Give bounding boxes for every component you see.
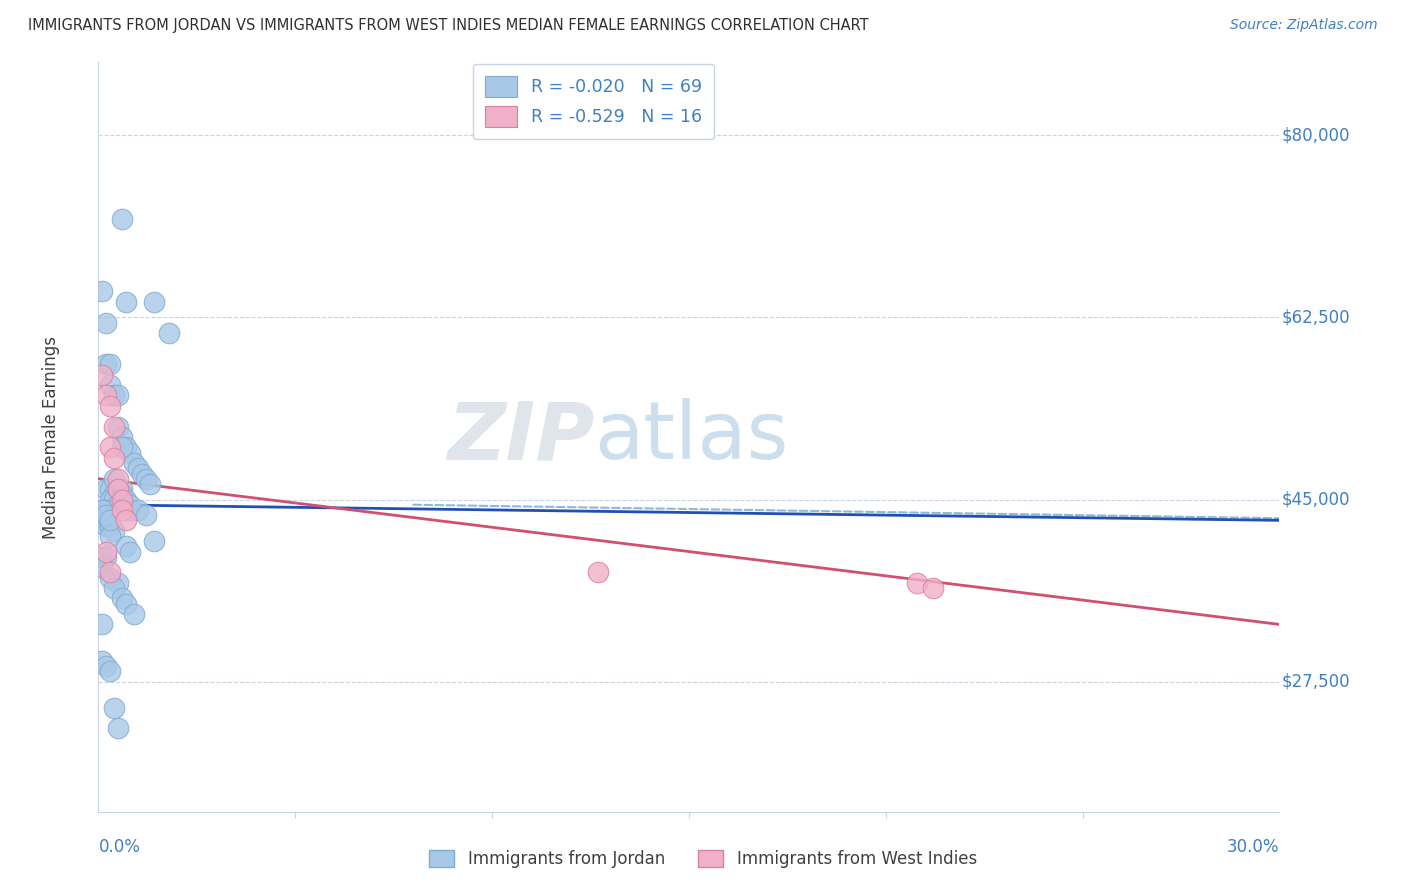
Text: IMMIGRANTS FROM JORDAN VS IMMIGRANTS FROM WEST INDIES MEDIAN FEMALE EARNINGS COR: IMMIGRANTS FROM JORDAN VS IMMIGRANTS FRO… — [28, 18, 869, 33]
Point — [118, 544, 141, 558]
Point — [91, 285, 114, 299]
Text: 0.0%: 0.0% — [98, 838, 141, 855]
Point — [111, 492, 134, 507]
Point — [103, 419, 125, 434]
Point — [98, 492, 121, 507]
Point — [103, 487, 125, 501]
Point — [588, 566, 610, 580]
Point — [111, 441, 134, 455]
Point — [131, 467, 153, 481]
Point — [96, 659, 118, 673]
Point — [96, 482, 118, 496]
Point — [98, 566, 121, 580]
Point — [98, 664, 121, 679]
Point — [142, 534, 165, 549]
Point — [103, 388, 125, 402]
Point — [107, 388, 129, 402]
Text: $80,000: $80,000 — [1282, 127, 1350, 145]
Point — [107, 482, 129, 496]
Point — [111, 430, 134, 444]
Point — [122, 607, 145, 621]
Point — [107, 487, 129, 501]
Point — [103, 524, 125, 538]
Point — [103, 700, 125, 714]
Text: Median Female Earnings: Median Female Earnings — [42, 335, 60, 539]
Point — [91, 560, 114, 574]
Text: $45,000: $45,000 — [1282, 491, 1350, 508]
Point — [96, 503, 118, 517]
Point — [115, 539, 138, 553]
Point — [91, 617, 114, 632]
Point — [98, 513, 121, 527]
Point — [118, 503, 141, 517]
Point — [135, 508, 157, 523]
Point — [118, 445, 141, 460]
Point — [111, 498, 134, 512]
Point — [111, 591, 134, 606]
Point — [122, 456, 145, 470]
Point — [107, 575, 129, 590]
Point — [96, 544, 118, 558]
Point — [115, 294, 138, 309]
Point — [127, 461, 149, 475]
Point — [98, 513, 121, 527]
Point — [127, 503, 149, 517]
Point — [98, 378, 121, 392]
Text: 30.0%: 30.0% — [1227, 838, 1279, 855]
Point — [157, 326, 180, 340]
Point — [115, 513, 138, 527]
Point — [107, 472, 129, 486]
Point — [138, 476, 160, 491]
Point — [103, 492, 125, 507]
Point — [135, 472, 157, 486]
Point — [115, 492, 138, 507]
Point — [91, 503, 114, 517]
Point — [96, 357, 118, 371]
Point — [98, 399, 121, 413]
Point — [91, 508, 114, 523]
Point — [96, 513, 118, 527]
Point — [111, 482, 134, 496]
Point — [91, 654, 114, 668]
Point — [107, 482, 129, 496]
Point — [103, 450, 125, 465]
Point — [91, 368, 114, 382]
Point — [96, 549, 118, 564]
Point — [91, 513, 114, 527]
Point — [91, 549, 114, 564]
Point — [98, 357, 121, 371]
Point — [98, 529, 121, 543]
Point — [115, 441, 138, 455]
Point — [96, 316, 118, 330]
Point — [96, 518, 118, 533]
Point — [103, 581, 125, 595]
Text: Source: ZipAtlas.com: Source: ZipAtlas.com — [1230, 18, 1378, 32]
Point — [922, 581, 945, 595]
Point — [98, 482, 121, 496]
Legend: Immigrants from Jordan, Immigrants from West Indies: Immigrants from Jordan, Immigrants from … — [423, 843, 983, 875]
Text: atlas: atlas — [595, 398, 789, 476]
Point — [96, 508, 118, 523]
Text: ZIP: ZIP — [447, 398, 595, 476]
Point — [96, 388, 118, 402]
Point — [98, 518, 121, 533]
Legend: R = -0.020   N = 69, R = -0.529   N = 16: R = -0.020 N = 69, R = -0.529 N = 16 — [474, 63, 714, 139]
Point — [98, 571, 121, 585]
Point — [107, 722, 129, 736]
Point — [142, 294, 165, 309]
Point — [111, 487, 134, 501]
Point — [91, 503, 114, 517]
Point — [118, 498, 141, 512]
Text: $62,500: $62,500 — [1282, 309, 1350, 326]
Text: $27,500: $27,500 — [1282, 673, 1350, 690]
Point — [115, 597, 138, 611]
Point — [107, 419, 129, 434]
Point — [98, 441, 121, 455]
Point — [111, 211, 134, 226]
Point — [111, 503, 134, 517]
Point — [107, 498, 129, 512]
Point — [905, 575, 928, 590]
Point — [103, 472, 125, 486]
